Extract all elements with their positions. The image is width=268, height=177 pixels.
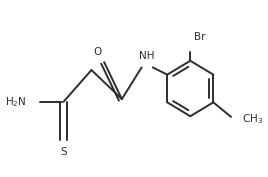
Text: S: S bbox=[60, 147, 67, 157]
Text: NH: NH bbox=[139, 51, 155, 61]
Text: H$_2$N: H$_2$N bbox=[5, 95, 27, 109]
Text: CH$_3$: CH$_3$ bbox=[243, 113, 264, 126]
Text: O: O bbox=[94, 47, 102, 57]
Text: Br: Br bbox=[194, 32, 206, 42]
